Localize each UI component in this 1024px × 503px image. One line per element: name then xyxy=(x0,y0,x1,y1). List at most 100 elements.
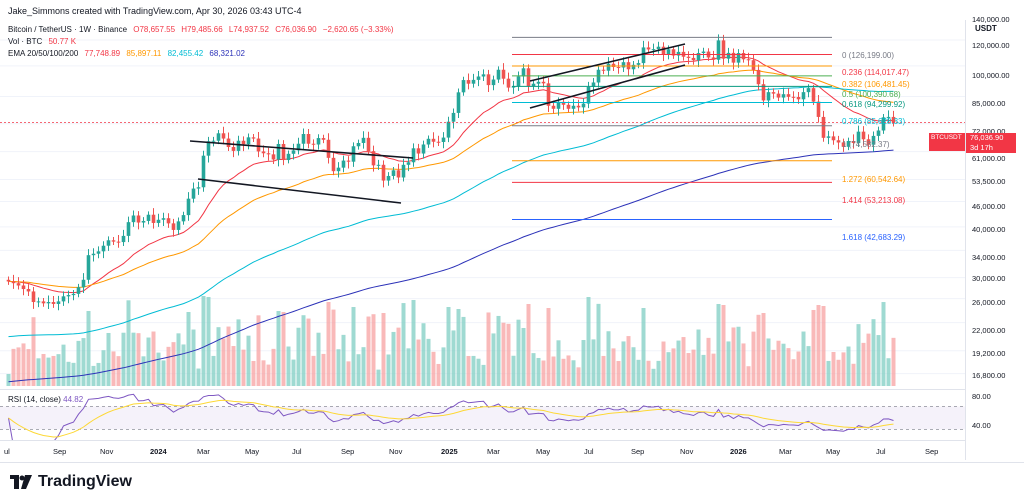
candle-body xyxy=(696,53,701,61)
time-tick: Sep xyxy=(925,447,939,456)
candle-body xyxy=(11,281,16,284)
candle-body xyxy=(676,51,681,56)
candle-body xyxy=(726,52,731,59)
candle-body xyxy=(326,139,331,158)
candle-body xyxy=(876,130,881,136)
volume-bar xyxy=(151,331,156,386)
ema-label[interactable]: EMA 20/50/100/200 xyxy=(8,49,79,58)
volume-label[interactable]: Vol · BTC xyxy=(8,37,43,46)
volume-bar xyxy=(466,355,471,386)
rsi-chart-svg[interactable] xyxy=(0,390,965,447)
price-tick: 61,000.00 xyxy=(972,154,1006,164)
volume-bar xyxy=(281,312,286,386)
rsi-ma-line xyxy=(8,399,894,438)
open-value: O78,657.55 xyxy=(133,25,176,34)
rsi-legend[interactable]: RSI (14, close) 44.82 xyxy=(8,395,83,404)
currency-label[interactable]: USDT xyxy=(975,24,997,33)
candle-body xyxy=(246,137,251,145)
volume-bar xyxy=(161,360,166,386)
candle-body xyxy=(646,47,651,50)
price-tick: 30,000.00 xyxy=(972,273,1006,283)
time-tick: Mar xyxy=(779,447,792,456)
volume-bar xyxy=(246,335,251,386)
candle-body xyxy=(371,151,376,166)
volume-bar xyxy=(276,311,281,386)
candle-body xyxy=(811,88,816,102)
volume-bar xyxy=(591,339,596,386)
fib-level-label: 1.414 (53,213.08) xyxy=(842,196,906,206)
fib-level-label: 0.236 (114,017.47) xyxy=(842,68,910,78)
volume-bar xyxy=(501,322,506,386)
volume-bar xyxy=(16,347,21,386)
price-tick: 22,000.00 xyxy=(972,325,1006,335)
volume-bar xyxy=(141,356,146,386)
time-axis[interactable]: ul Sep Nov 2024 Mar May Jul Sep Nov 2025 Mar May Jul… xyxy=(0,440,965,461)
volume-bar xyxy=(106,332,111,386)
candle-body xyxy=(451,112,456,122)
volume-bar xyxy=(741,343,746,386)
volume-bar xyxy=(371,314,376,386)
volume-row[interactable]: Vol · BTC 50.77 K xyxy=(8,36,398,48)
volume-bar xyxy=(196,368,201,386)
ema-row[interactable]: EMA 20/50/100/200 77,748.89 85,897.11 82… xyxy=(8,48,398,60)
volume-bar xyxy=(656,360,661,386)
volume-bar xyxy=(121,332,126,386)
rsi-panel[interactable] xyxy=(0,389,965,447)
time-tick: Mar xyxy=(197,447,210,456)
candle-body xyxy=(281,143,286,161)
volume-bar xyxy=(891,337,896,386)
volume-bar xyxy=(301,315,306,386)
volume-bar xyxy=(556,340,561,386)
volume-bar xyxy=(616,361,621,386)
volume-bar xyxy=(156,352,161,386)
ema50-line xyxy=(8,69,894,288)
candle-body xyxy=(866,139,871,145)
volume-bar xyxy=(226,326,231,386)
volume-bar xyxy=(721,305,726,386)
candle-body xyxy=(341,160,346,168)
volume-bar xyxy=(11,348,16,386)
volume-bar xyxy=(731,327,736,386)
volume-bar xyxy=(476,358,481,386)
candle-body xyxy=(821,116,826,138)
candle-body xyxy=(576,105,581,108)
volume-bar xyxy=(541,360,546,386)
candle-body xyxy=(506,78,511,88)
tradingview-brand[interactable]: TradingView xyxy=(10,473,132,491)
volume-bar xyxy=(781,343,786,386)
time-tick: Sep xyxy=(341,447,355,456)
volume-bar xyxy=(456,309,461,386)
candle-body xyxy=(871,135,876,145)
channel-lower-line xyxy=(197,178,402,204)
volume-bar xyxy=(341,334,346,386)
symbol-description[interactable]: Bitcoin / TetherUS · 1W · Binance xyxy=(8,25,128,34)
rising-channel-upper-line xyxy=(529,43,686,82)
candle-body xyxy=(391,170,396,176)
candle-body xyxy=(441,137,446,142)
volume-bar xyxy=(756,314,761,386)
candle-body xyxy=(156,219,161,223)
volume-bar xyxy=(886,358,891,386)
fib-level-label: 0.618 (94,299.92) xyxy=(842,100,906,110)
volume-bar xyxy=(596,303,601,386)
price-tick: 16,800.00 xyxy=(972,371,1006,380)
volume-bar xyxy=(366,316,371,386)
candle-body xyxy=(486,74,491,86)
candle-body xyxy=(6,279,11,282)
price-axis[interactable]: 140,000.00 120,000.00 100,000.00 85,000.00 7… xyxy=(965,15,1024,460)
volume-bar xyxy=(516,319,521,386)
ema20-line xyxy=(8,56,894,294)
price-chart-svg[interactable] xyxy=(0,20,965,397)
volume-bar xyxy=(831,352,836,386)
candle-body xyxy=(856,131,861,143)
volume-bar xyxy=(311,355,316,386)
time-tick: 2024 xyxy=(150,447,167,456)
volume-bar xyxy=(381,313,386,386)
volume-bar xyxy=(6,374,11,386)
price-tick: 46,000.00 xyxy=(972,201,1006,211)
rsi-label[interactable]: RSI (14, close) xyxy=(8,395,61,404)
candle-body xyxy=(26,289,31,292)
ohlc-row[interactable]: Bitcoin / TetherUS · 1W · Binance O78,65… xyxy=(8,24,398,36)
volume-bar xyxy=(176,333,181,386)
price-chart[interactable] xyxy=(0,20,965,397)
